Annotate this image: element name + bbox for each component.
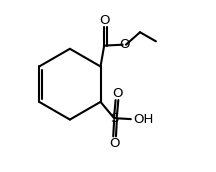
Text: S: S: [110, 112, 118, 125]
Text: O: O: [119, 38, 129, 51]
Text: OH: OH: [133, 113, 153, 126]
Text: O: O: [112, 87, 122, 100]
Text: O: O: [100, 14, 110, 27]
Text: O: O: [109, 137, 119, 150]
